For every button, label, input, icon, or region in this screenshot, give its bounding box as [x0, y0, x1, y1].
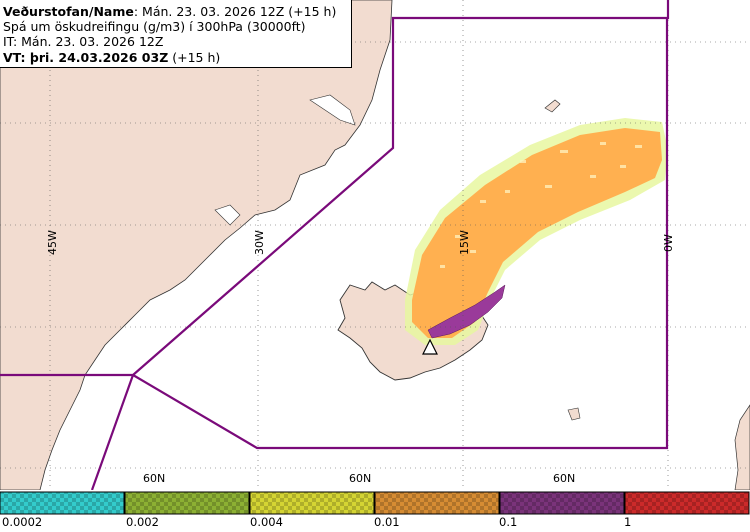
legend-tick-0: 0.0002	[2, 515, 43, 529]
legend-bar	[0, 491, 750, 515]
org-label: Veðurstofan/Name	[3, 4, 134, 19]
parallel-label-1: 60N	[143, 472, 165, 485]
jan-mayen-land	[544, 99, 561, 113]
legend-tick-3: 0.01	[374, 515, 400, 529]
org-value: : Mán. 23. 03. 2026 12Z (+15 h)	[133, 4, 337, 19]
info-box: Veðurstofan/Name: Mán. 23. 03. 2026 12Z …	[0, 0, 352, 68]
color-legend: 0.0002 0.002 0.004 0.01 0.1 1	[0, 490, 750, 532]
parallel-label-2: 60N	[349, 472, 371, 485]
graticule	[0, 0, 750, 490]
meridian-label-30w: 30W	[253, 230, 266, 255]
faroe-land	[567, 407, 581, 421]
legend-cell-pattern-3	[375, 492, 499, 514]
meridian-label-45w: 45W	[46, 230, 59, 255]
greenland-land	[0, 0, 393, 491]
legend-tick-5: 1	[624, 515, 632, 529]
valid-time-line: VT: þri. 24.03.2026 03Z (+15 h)	[3, 50, 351, 65]
ash-texture	[440, 142, 642, 268]
product-line: Spá um öskudreifingu (g/m3) í 300hPa (30…	[3, 19, 306, 35]
ash-plume-high	[427, 284, 506, 339]
header-line-1: Veðurstofan/Name: Mán. 23. 03. 2026 12Z …	[3, 4, 351, 19]
legend-cell-pattern-4	[500, 492, 624, 514]
legend-tick-2: 0.004	[250, 515, 283, 529]
parallel-label-3: 60N	[553, 472, 575, 485]
ash-plume-mid	[412, 128, 662, 338]
legend-cell-pattern-2	[250, 492, 374, 514]
legend-cell-pattern-0	[0, 492, 124, 514]
legend-tick-4: 0.1	[499, 515, 518, 529]
triangle-icon	[422, 338, 438, 355]
fir-boundary	[0, 0, 670, 491]
legend-cell-pattern-1	[125, 492, 249, 514]
meridian-label-0w: 0W	[662, 234, 675, 252]
norway-land	[734, 404, 750, 491]
legend-cell-pattern-5	[625, 492, 749, 514]
meridian-label-15w: 15W	[458, 230, 471, 255]
valid-suffix: (+15 h)	[168, 49, 221, 65]
legend-tick-1: 0.002	[126, 515, 159, 529]
issue-time-line: IT: Mán. 23. 03. 2026 12Z	[3, 34, 164, 50]
valid-label: VT: þri. 24.03.2026 03Z	[3, 49, 169, 65]
